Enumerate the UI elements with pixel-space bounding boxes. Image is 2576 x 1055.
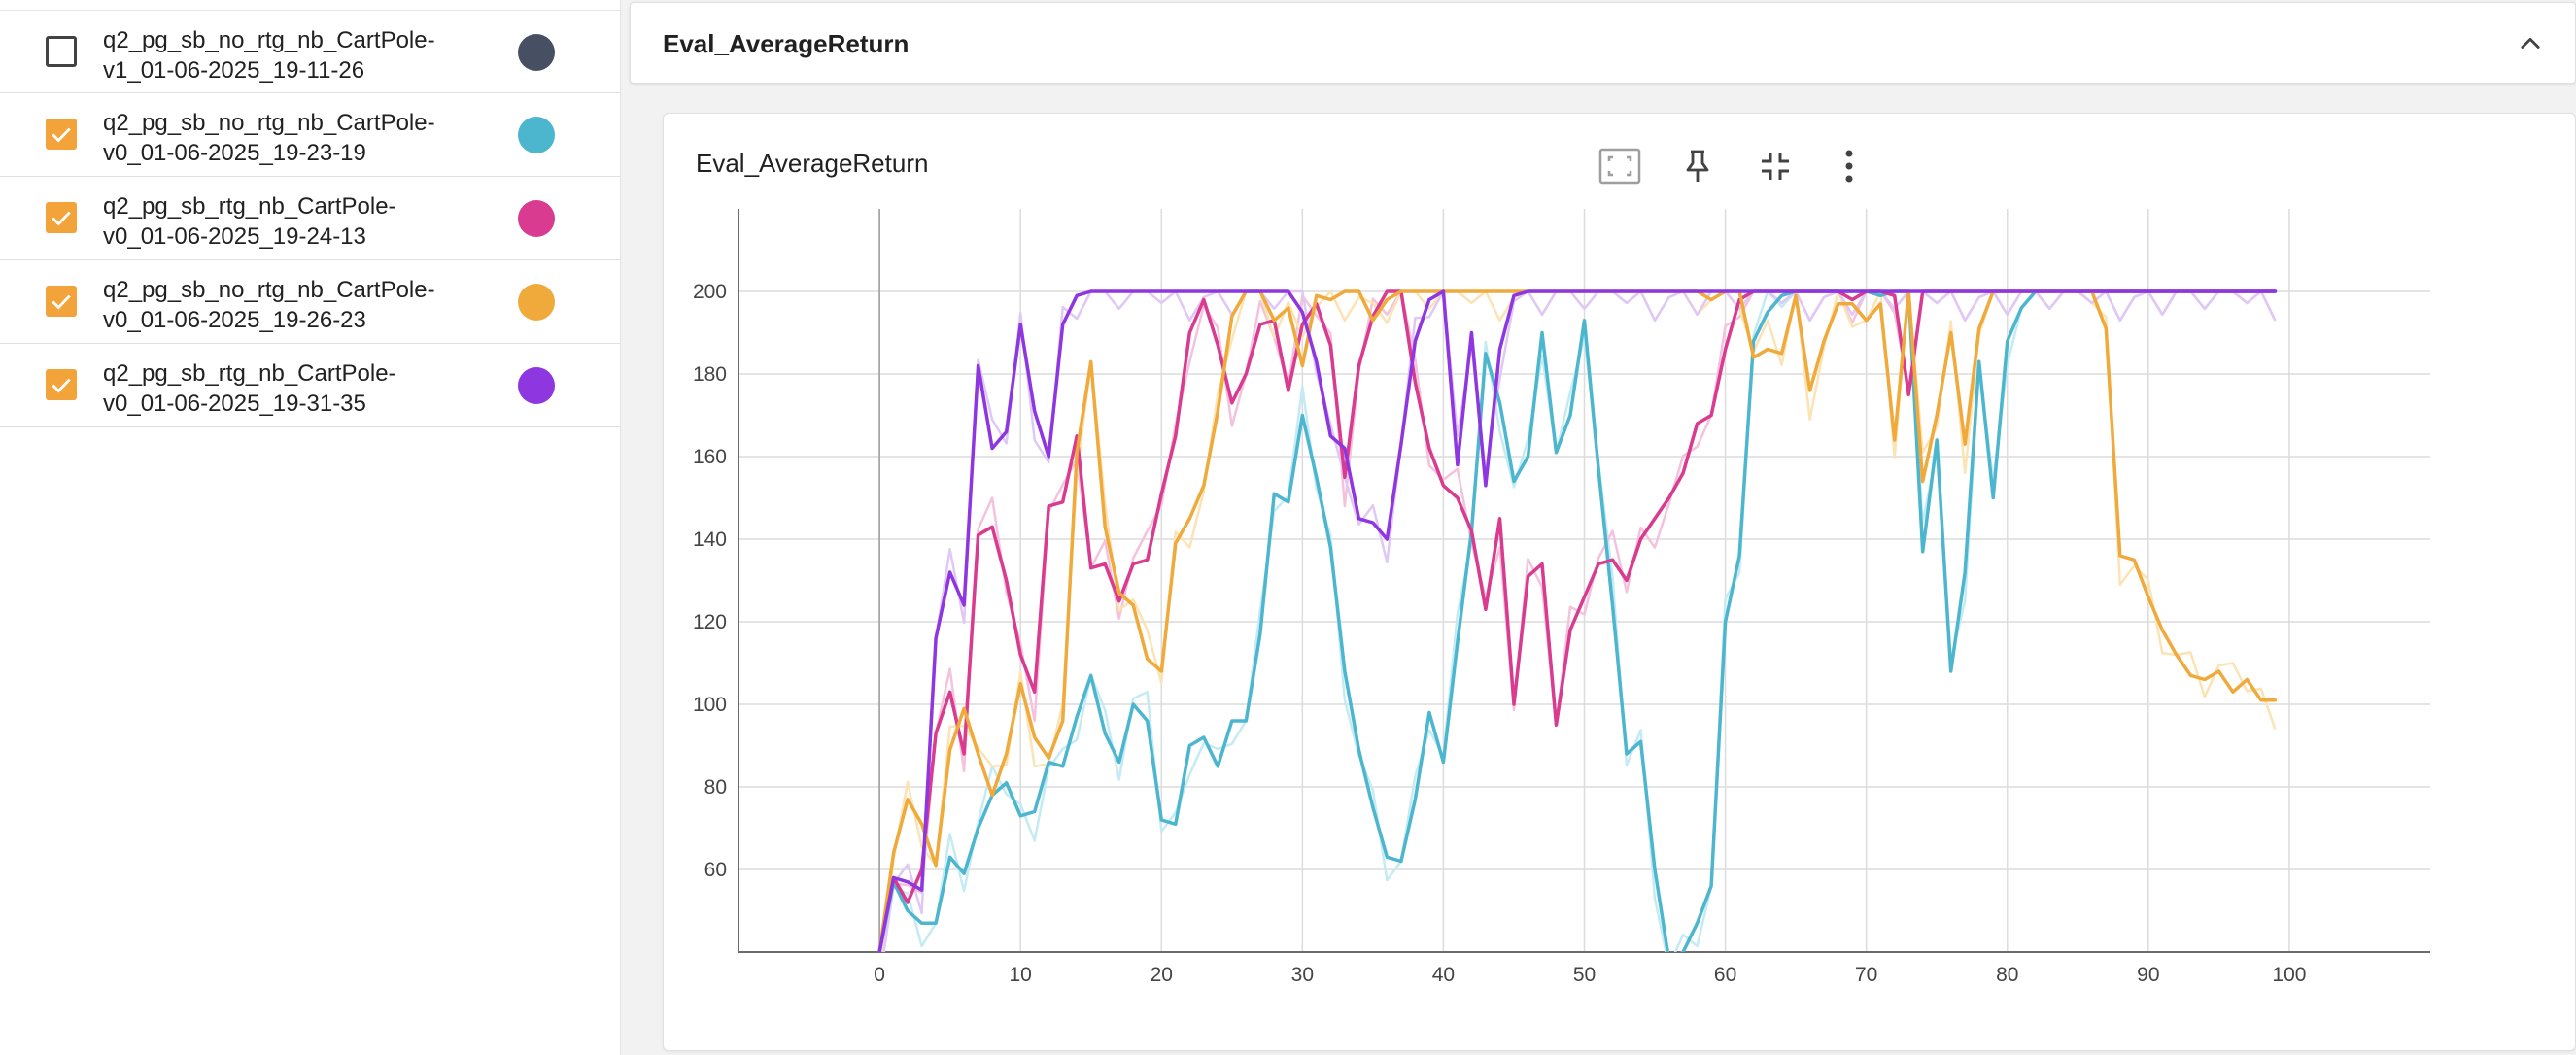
run-color-swatch[interactable] <box>518 284 555 321</box>
line-chart[interactable]: 0 10 20 30 40 50 60 70 80 90 100 60 80 100 120 140 160 18… <box>664 114 2576 1052</box>
scalar-card-title: Eval_AverageReturn <box>696 149 929 178</box>
y-tick-label: 180 <box>693 363 727 386</box>
run-checkbox[interactable] <box>46 119 77 150</box>
run-name-line2: v1_01-06-2025_19-11-26 <box>103 57 365 84</box>
y-tick-label: 100 <box>693 694 727 716</box>
run-name-line1: q2_pg_sb_no_rtg_nb_CartPole- <box>103 110 435 136</box>
run-name-line1: q2_pg_sb_no_rtg_nb_CartPole- <box>103 277 435 303</box>
more-options-button[interactable] <box>1824 141 1874 191</box>
collapse-group-button[interactable] <box>2511 24 2550 63</box>
y-tick-label: 160 <box>693 446 727 468</box>
collapse-card-button[interactable] <box>1750 141 1801 191</box>
x-tick-label: 90 <box>2137 964 2159 986</box>
more-vert-icon <box>1845 150 1853 183</box>
run-checkbox[interactable] <box>46 202 77 233</box>
run-name-line2: v0_01-06-2025_19-26-23 <box>103 307 366 333</box>
run-checkbox[interactable] <box>46 369 77 400</box>
fit-domain-button[interactable] <box>1595 141 1645 191</box>
y-tick-label: 80 <box>704 776 727 799</box>
x-tick-label: 10 <box>1009 964 1031 986</box>
run-color-swatch[interactable] <box>518 200 555 237</box>
run-color-swatch[interactable] <box>518 117 555 153</box>
run-checkbox[interactable] <box>46 286 77 317</box>
checkmark-icon <box>52 378 71 393</box>
run-name: q2_pg_sb_rtg_nb_CartPole-v0_01-06-2025_1… <box>103 358 492 419</box>
checkmark-icon <box>52 211 71 226</box>
run-name-line1: q2_pg_sb_rtg_nb_CartPole- <box>103 360 396 387</box>
x-tick-label: 60 <box>1714 964 1736 986</box>
series-line <box>877 289 2278 952</box>
card-group-title: Eval_AverageReturn <box>663 29 910 58</box>
collapse-card-icon <box>1762 153 1789 180</box>
run-row[interactable]: q2_pg_sb_rtg_nb_CartPole-v0_01-06-2025_1… <box>0 177 620 260</box>
run-name-line2: v0_01-06-2025_19-24-13 <box>103 223 366 250</box>
run-name-line2: v0_01-06-2025_19-23-19 <box>103 140 366 166</box>
y-tick-label: 60 <box>704 859 727 881</box>
run-name-line2: v0_01-06-2025_19-31-35 <box>103 391 366 417</box>
run-row[interactable]: q2_pg_sb_no_rtg_nb_CartPole-v0_01-06-202… <box>0 260 620 344</box>
series-raw-line <box>882 289 2277 952</box>
x-tick-label: 20 <box>1151 964 1173 986</box>
x-tick-label: 0 <box>874 964 885 986</box>
run-row[interactable]: q2_pg_sb_no_rtg_nb_CartPole-v1_01-06-202… <box>0 10 620 93</box>
sidebar-resize-handle[interactable] <box>620 0 628 1055</box>
card-group-header[interactable]: Eval_AverageReturn <box>630 2 2576 84</box>
series-line <box>877 289 2278 952</box>
pin-icon <box>1686 150 1709 182</box>
checkmark-icon <box>52 127 71 143</box>
x-tick-label: 30 <box>1291 964 1314 986</box>
runs-sidebar: q2_pg_sb_no_rtg_nb_CartPole-v1_01-06-202… <box>0 0 620 1055</box>
run-name: q2_pg_sb_no_rtg_nb_CartPole-v0_01-06-202… <box>103 275 492 335</box>
main-panel: Eval_AverageReturn Eval_AverageReturn <box>628 0 2576 1055</box>
checkmark-icon <box>52 294 71 310</box>
x-tick-label: 80 <box>1996 964 2018 986</box>
x-tick-label: 50 <box>1573 964 1596 986</box>
scalar-card: Eval_AverageReturn <box>663 113 2576 1051</box>
run-name: q2_pg_sb_no_rtg_nb_CartPole-v0_01-06-202… <box>103 108 492 168</box>
run-row[interactable]: q2_pg_sb_rtg_nb_CartPole-v0_01-06-2025_1… <box>0 344 620 427</box>
x-tick-label: 40 <box>1432 964 1455 986</box>
y-tick-label: 200 <box>693 281 727 303</box>
series-raw-line <box>882 289 2277 952</box>
x-tick-label: 70 <box>1855 964 1877 986</box>
plot-area <box>877 289 2278 952</box>
y-tick-label: 140 <box>693 528 727 551</box>
run-name: q2_pg_sb_rtg_nb_CartPole-v0_01-06-2025_1… <box>103 191 492 252</box>
run-name-line1: q2_pg_sb_no_rtg_nb_CartPole- <box>103 27 435 53</box>
run-color-swatch[interactable] <box>518 34 555 71</box>
run-row[interactable]: q2_pg_sb_no_rtg_nb_CartPole-v0_01-06-202… <box>0 93 620 177</box>
run-name-line1: q2_pg_sb_rtg_nb_CartPole- <box>103 193 396 220</box>
pin-card-button[interactable] <box>1672 141 1723 191</box>
run-checkbox[interactable] <box>46 36 77 67</box>
fit-to-screen-icon <box>1598 148 1641 185</box>
run-name: q2_pg_sb_no_rtg_nb_CartPole-v1_01-06-202… <box>103 25 492 85</box>
chevron-up-icon <box>2521 37 2540 49</box>
run-color-swatch[interactable] <box>518 367 555 404</box>
series-raw-line <box>881 289 2277 952</box>
x-tick-label: 100 <box>2272 964 2306 986</box>
y-tick-label: 120 <box>693 611 727 633</box>
series-raw-line <box>882 289 2277 952</box>
